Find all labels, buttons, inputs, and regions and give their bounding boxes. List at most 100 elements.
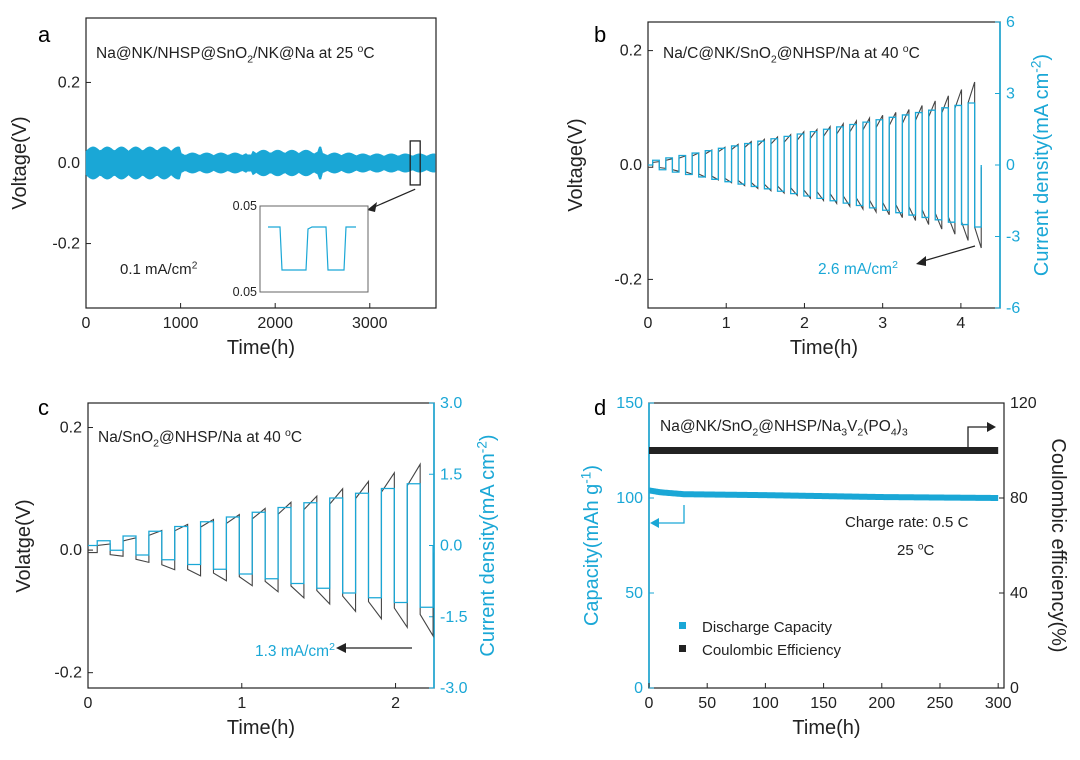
- text-span: 2: [192, 260, 198, 271]
- chart-title: Na/C@NK/SnO2​@NHSP/Na at 40 o​C: [663, 43, 920, 66]
- x-tick-label: 300: [985, 695, 1012, 712]
- arrow-head: [367, 202, 377, 212]
- highlight-box: [409, 140, 421, 186]
- y-tick-label: 50: [625, 585, 643, 602]
- panel-label-a: a: [38, 22, 51, 47]
- legend-label-capacity: Discharge Capacity: [702, 619, 833, 636]
- rate-annotation: 2.6 mA/cm2​: [818, 259, 898, 278]
- text-span: -1: [578, 472, 593, 484]
- text-span: 3: [902, 427, 908, 439]
- text-span: 0.1 mA/cm: [120, 261, 192, 278]
- y-tick-label: 0.0: [58, 155, 80, 172]
- x-tick-label: 0: [82, 315, 91, 332]
- text-span: 4: [891, 427, 897, 439]
- y2-axis-label: Current density(mA cm-2​): [1028, 54, 1053, 276]
- y2-axis-label: Coulombic efficiency(%): [1047, 438, 1069, 652]
- y2-tick-label: -3: [1006, 229, 1020, 246]
- text-span: @NHSP/Na at 40: [159, 429, 285, 446]
- chart-title: Na/SnO2​@NHSP/Na at 40 o​C: [98, 427, 302, 450]
- inset-arrow: [371, 188, 416, 209]
- y2-tick-label: 3: [1006, 86, 1015, 103]
- text-span: Na/SnO: [98, 429, 153, 446]
- text-span: C: [363, 45, 374, 62]
- y2-tick-label: 0: [1010, 680, 1019, 697]
- text-span: 2: [771, 54, 777, 66]
- y-tick-label: -0.2: [54, 665, 82, 682]
- y2-axis-label: Current density(mA cm-2​): [474, 434, 499, 656]
- text-span: 2: [329, 641, 335, 653]
- text-span: 3: [841, 427, 847, 439]
- x-tick-label: 2000: [257, 315, 293, 332]
- charge-rate-annotation: Charge rate: 0.5 C: [845, 514, 969, 531]
- x-tick-label: 4: [956, 315, 965, 332]
- panel-label-b: b: [594, 22, 606, 47]
- y2-tick-label: 0.0: [440, 538, 462, 555]
- y2-tick-label: 80: [1010, 490, 1028, 507]
- inset-tick-label: 0.05: [233, 199, 257, 213]
- y-tick-label: 0.2: [58, 74, 80, 91]
- panel-b: 0 1 2 3 4 -0.2 0.0 0.2 Time(h) -6 -3 0 3 6 Voltage(V) C…: [565, 14, 1053, 359]
- x-tick-label: 0: [84, 695, 93, 712]
- x-tick-label: 2: [391, 695, 400, 712]
- y2-tick-label: 6: [1006, 14, 1015, 31]
- arrow-head: [336, 643, 346, 653]
- text-span: 2: [153, 438, 159, 450]
- text-span: 2: [752, 427, 758, 439]
- y2-tick-label: 3.0: [440, 395, 462, 412]
- x-tick-label: 1000: [163, 315, 199, 332]
- text-span: 2: [247, 54, 253, 66]
- x-tick-label: 100: [752, 695, 779, 712]
- y2-tick-label: 40: [1010, 585, 1028, 602]
- left-axis-indicator: [656, 505, 685, 524]
- x-tick-label: 0: [645, 695, 654, 712]
- arrow-head: [987, 422, 996, 432]
- text-span: o: [918, 541, 924, 552]
- x-tick-label: 200: [868, 695, 895, 712]
- y2-tick-label: -3.0: [440, 680, 468, 697]
- text-span: @NHSP/Na at 40: [777, 45, 903, 62]
- x-axis-label: Time(h): [792, 717, 860, 739]
- y-tick-label: 0: [634, 680, 643, 697]
- text-span: 1.3 mA/cm: [255, 643, 329, 660]
- right-axis-indicator: [967, 426, 990, 447]
- panel-label-c: c: [38, 395, 49, 420]
- x-tick-label: 1: [237, 695, 246, 712]
- y-tick-label: 0.0: [620, 157, 642, 174]
- y-tick-label: 100: [616, 490, 643, 507]
- legend-label-ce: Coulombic Efficiency: [702, 642, 841, 659]
- chart-title: Na@NK/NHSP@SnO2​/NK@Na at 25 o​C: [96, 43, 375, 66]
- arrow-head: [650, 518, 659, 528]
- text-span: o: [285, 427, 291, 439]
- text-span: ): [477, 434, 499, 441]
- y2-tick-label: 0: [1006, 157, 1015, 174]
- y-axis-label: Voltage(V): [565, 118, 587, 211]
- text-span: (PO: [863, 418, 891, 435]
- x-tick-label: 3: [878, 315, 887, 332]
- current-trace: [648, 102, 982, 228]
- y-tick-label: -0.2: [614, 271, 642, 288]
- x-tick-label: 2: [800, 315, 809, 332]
- chart-title: Na@NK/SnO2​@NHSP/Na3​V2​(PO4​)3​: [660, 418, 908, 439]
- text-span: ): [581, 465, 603, 472]
- rate-annotation: 0.1 mA/cm2​: [120, 260, 198, 278]
- current-trace: [88, 483, 434, 608]
- y-axis-label: Voltage(V): [9, 116, 31, 209]
- voltage-band: [85, 146, 436, 180]
- text-span: Capacity(mAh g: [581, 484, 603, 626]
- inset-trace: [268, 226, 356, 271]
- text-span: C: [909, 45, 920, 62]
- rate-arrow: [919, 245, 976, 263]
- text-span: V: [847, 418, 858, 435]
- text-span: Na/C@NK/SnO: [663, 45, 771, 62]
- y-axis-label: Capacity(mAh g-1​): [578, 465, 603, 626]
- y2-tick-label: -6: [1006, 300, 1020, 317]
- text-span: Current density(mA cm: [477, 453, 499, 656]
- text-span: C: [924, 542, 935, 559]
- x-axis-label: Time(h): [227, 337, 295, 359]
- x-tick-label: 150: [810, 695, 837, 712]
- x-axis-label: Time(h): [227, 717, 295, 739]
- y-tick-label: 150: [616, 395, 643, 412]
- y2-tick-label: -1.5: [440, 609, 468, 626]
- text-span: o: [903, 43, 909, 55]
